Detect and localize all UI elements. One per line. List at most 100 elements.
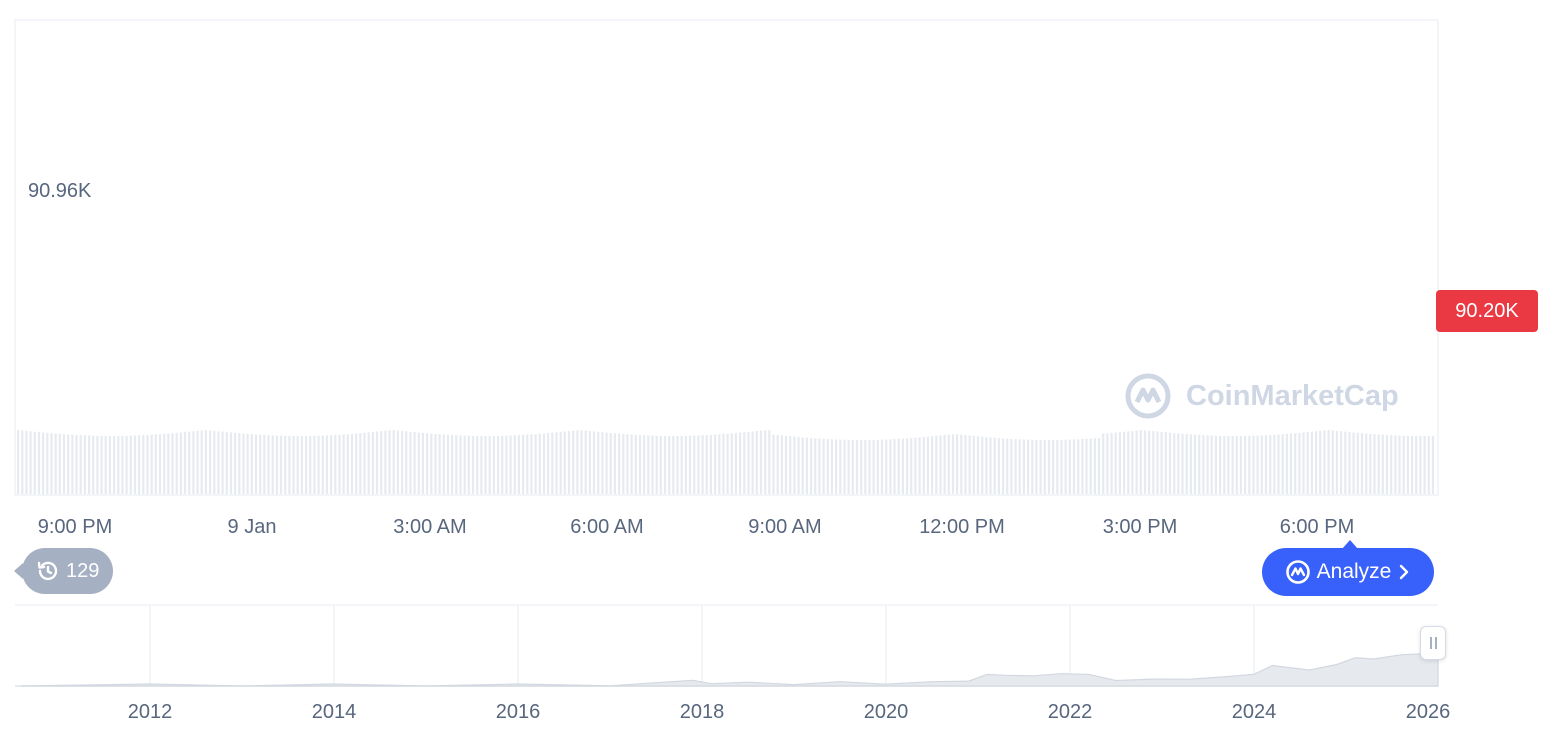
volume-bar <box>267 435 270 494</box>
volume-bar <box>972 435 975 494</box>
volume-bar <box>726 433 729 494</box>
volume-bar <box>588 431 591 494</box>
volume-bar <box>129 435 132 494</box>
volume-bar <box>1060 439 1063 494</box>
volume-bar <box>467 435 470 494</box>
volume-bar <box>964 435 967 494</box>
analyze-button[interactable]: Analyze <box>1262 540 1434 596</box>
volume-bar <box>722 434 725 494</box>
volume-bar <box>229 432 233 494</box>
volume-bar <box>764 430 767 494</box>
navigator-handle[interactable] <box>1420 626 1446 660</box>
volume-bar <box>1014 439 1017 494</box>
volume-bar <box>893 439 896 494</box>
volume-bar <box>363 432 366 494</box>
volume-bar <box>555 432 558 494</box>
volume-bar <box>1269 435 1272 494</box>
volume-bar <box>914 437 917 494</box>
volume-bar <box>50 433 53 494</box>
volume-bar <box>734 433 737 494</box>
volume-bar <box>113 436 116 494</box>
volume-bar <box>1273 434 1276 494</box>
volume-bar <box>1402 435 1405 494</box>
volume-bar <box>46 432 49 494</box>
volume-bar <box>1352 432 1355 494</box>
volume-bar <box>292 436 295 494</box>
volume-bar <box>976 436 980 494</box>
volume-bar <box>480 436 483 494</box>
volume-bar <box>559 431 562 494</box>
volume-bar <box>342 434 345 494</box>
volume-bar <box>58 433 61 494</box>
volume-bar <box>1360 433 1364 494</box>
volume-bar <box>1244 435 1247 494</box>
volume-bar <box>133 435 137 494</box>
volume-bar <box>1252 435 1255 494</box>
volume-bar <box>530 434 533 494</box>
volume-bar <box>1248 435 1251 494</box>
volume-bar <box>309 435 312 494</box>
chart-grid <box>14 19 1439 496</box>
volume-bar <box>688 435 692 494</box>
volume-bar <box>1381 434 1384 494</box>
volume-bar <box>1223 435 1226 494</box>
volume-bar <box>183 432 187 494</box>
volume-bar <box>154 434 157 494</box>
volume-bar <box>71 434 74 494</box>
volume-bar <box>1035 439 1038 494</box>
volume-bar <box>505 435 508 494</box>
volume-bar <box>463 435 466 494</box>
volume-bar <box>526 434 529 494</box>
range-navigator[interactable]: 2012 2014 2016 2018 2020 2022 2024 2026 <box>15 604 1450 723</box>
volume-bar <box>1239 436 1242 494</box>
volume-bar <box>346 434 349 494</box>
history-badge[interactable]: 129 <box>13 548 114 594</box>
volume-bar <box>739 432 742 494</box>
volume-bar <box>1072 439 1076 494</box>
volume-bar <box>288 435 291 494</box>
volume-bar <box>1285 433 1288 494</box>
volume-bar <box>1369 433 1372 494</box>
volume-bar <box>62 434 66 494</box>
volume-bar <box>797 437 800 494</box>
volume-bar <box>772 434 775 494</box>
volume-bar <box>100 435 103 494</box>
time-tick-label: 3:00 PM <box>1103 516 1177 538</box>
volume-bar <box>225 432 228 494</box>
volume-bar <box>275 435 278 494</box>
volume-bar <box>409 431 412 494</box>
volume-bar <box>501 435 504 494</box>
volume-bar <box>1039 440 1042 494</box>
volume-bar <box>1010 438 1013 494</box>
volume-bar <box>459 435 462 494</box>
volume-bar <box>1118 432 1121 494</box>
volume-bar <box>1289 433 1293 494</box>
volume-bar <box>179 432 182 494</box>
volume-bar <box>759 430 763 494</box>
volume-bar <box>79 435 82 494</box>
volume-bar <box>655 435 658 494</box>
volume-bar <box>488 436 491 494</box>
volume-bar <box>901 438 904 494</box>
volume-bar <box>1018 439 1021 494</box>
volume-bar <box>37 432 41 494</box>
volume-bar <box>392 430 395 494</box>
volume-bar <box>446 434 450 494</box>
volume-bar <box>659 435 662 494</box>
volume-bar <box>167 433 170 494</box>
watermark: CoinMarketCap <box>1124 372 1399 420</box>
volume-bar <box>121 435 124 494</box>
volume-bar <box>709 434 712 494</box>
volume-bar <box>826 439 829 494</box>
volume-bar <box>1127 431 1130 494</box>
volume-bar <box>693 435 696 494</box>
time-tick-label: 9 Jan <box>228 516 277 538</box>
volume-bar <box>1027 439 1030 494</box>
volume-bar <box>551 432 554 494</box>
volume-bar <box>188 431 191 494</box>
volume-bar <box>405 431 408 494</box>
chevron-right-icon <box>1400 564 1409 580</box>
volume-bar <box>906 438 909 494</box>
volume-bar <box>1302 432 1305 494</box>
